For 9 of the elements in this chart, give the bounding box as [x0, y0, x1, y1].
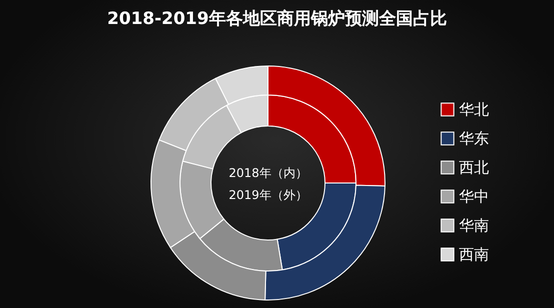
text: 2019年（外） — [228, 188, 308, 202]
chart-title: 2018-2019年各地区商用锅炉预测全国占比 — [107, 9, 447, 29]
text: 2018年（内） — [228, 166, 308, 180]
legend-label: 华北 — [459, 100, 489, 118]
legend-label: 华南 — [459, 216, 489, 234]
legend-label: 华东 — [459, 130, 489, 148]
legend-label: 西南 — [459, 246, 489, 264]
legend-label: 华中 — [459, 188, 489, 206]
legend-label: 西北 — [459, 158, 489, 176]
